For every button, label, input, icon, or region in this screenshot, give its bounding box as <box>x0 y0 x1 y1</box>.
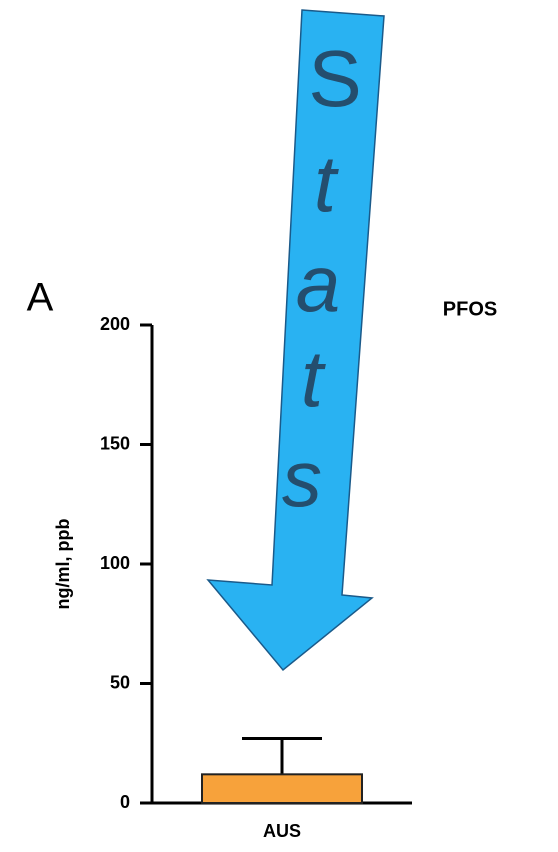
y-tick-label: 0 <box>120 792 130 812</box>
annotation-letter: t <box>314 139 339 228</box>
bar <box>202 774 362 803</box>
x-tick-label: AUS <box>263 821 301 841</box>
annotation-letter: S <box>308 34 361 123</box>
y-tick-label: 100 <box>100 553 130 573</box>
panel-label: A <box>27 276 54 320</box>
y-tick-label: 50 <box>110 672 130 692</box>
annotation-letter: s <box>282 434 322 523</box>
annotation-letter: t <box>301 334 326 423</box>
chart-title: PFOS <box>443 298 497 320</box>
annotation-letter: a <box>296 239 341 328</box>
y-tick-label: 200 <box>100 314 130 334</box>
y-axis-label: ng/ml, ppb <box>53 519 73 610</box>
chart: A PFOS ng/ml, ppb 050100150200AUSStats <box>0 0 558 852</box>
y-tick-label: 150 <box>100 433 130 453</box>
